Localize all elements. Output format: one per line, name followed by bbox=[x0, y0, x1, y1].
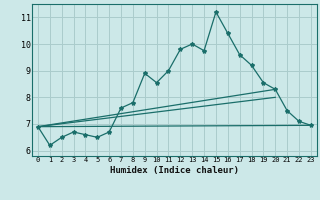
X-axis label: Humidex (Indice chaleur): Humidex (Indice chaleur) bbox=[110, 166, 239, 175]
